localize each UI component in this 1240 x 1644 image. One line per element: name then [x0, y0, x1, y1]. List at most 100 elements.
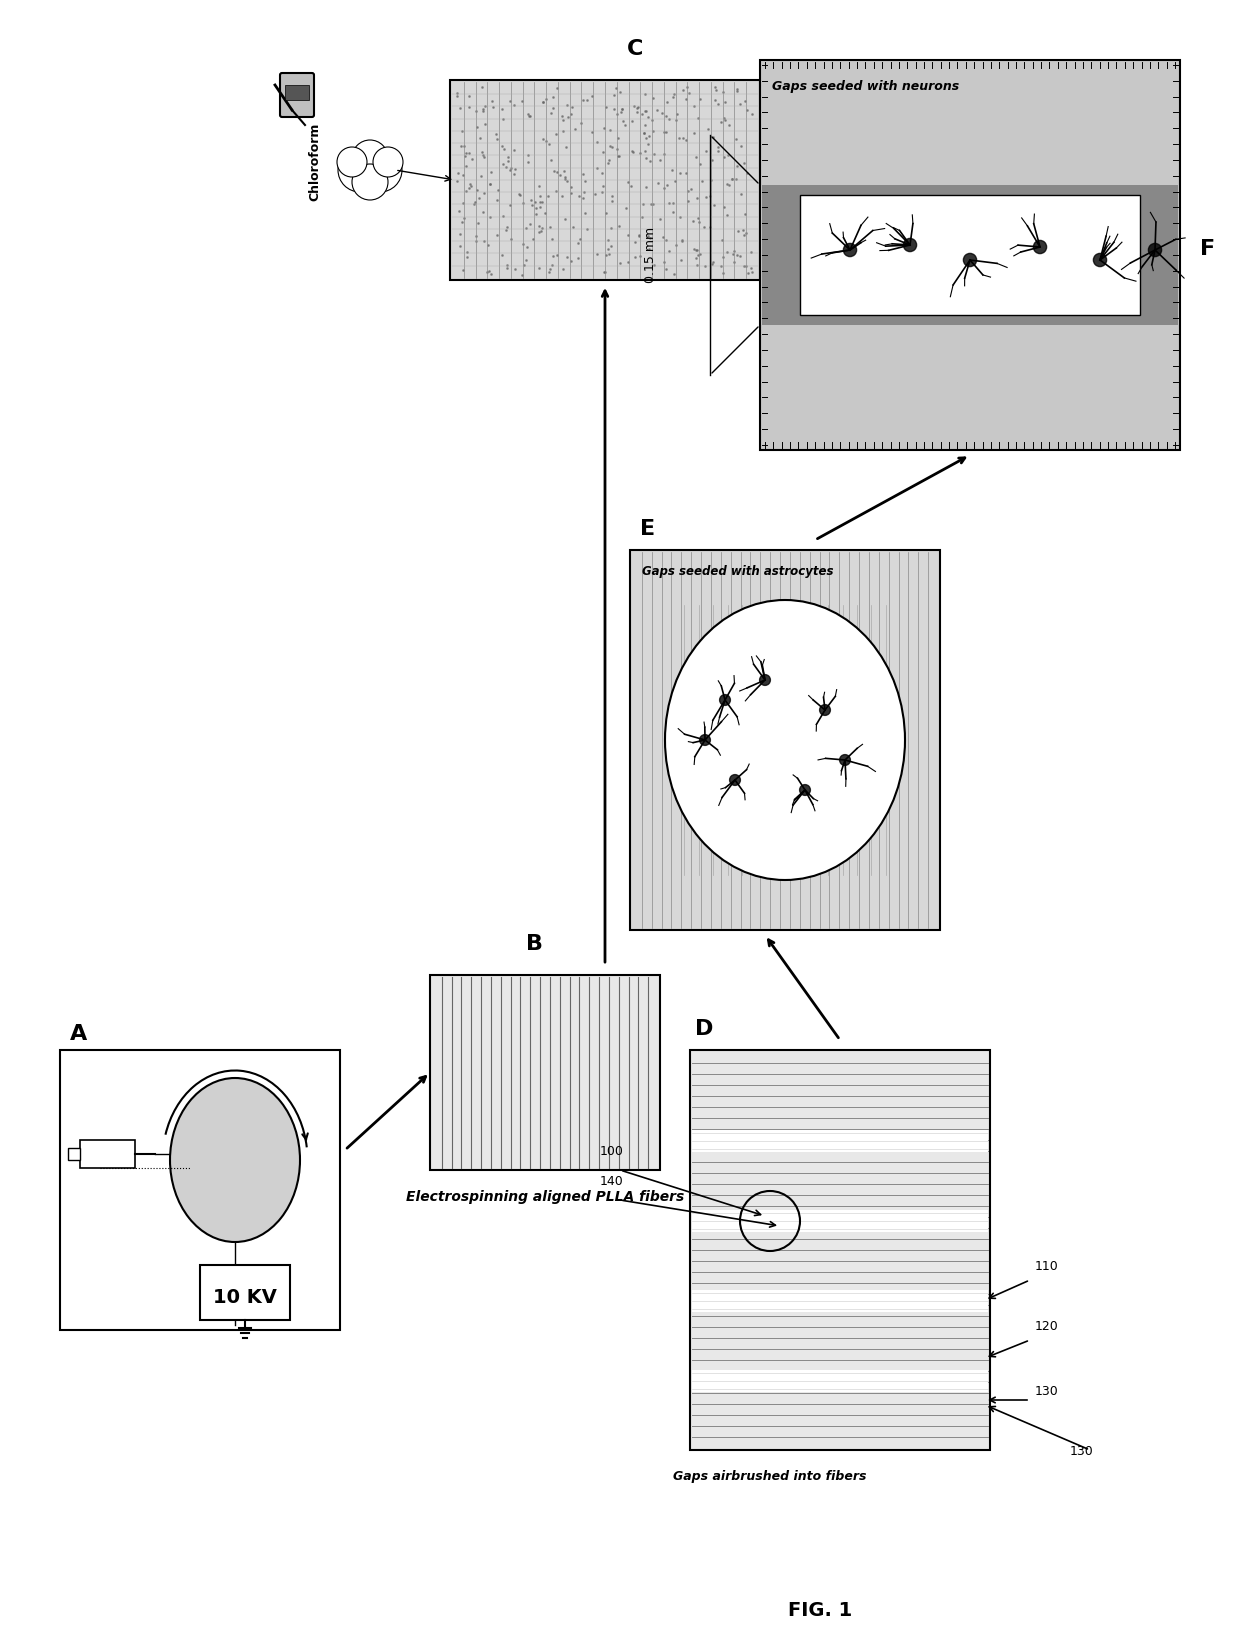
Point — [737, 253, 756, 279]
Circle shape — [337, 146, 367, 178]
Point — [733, 217, 753, 243]
Point — [635, 81, 655, 107]
Point — [520, 102, 539, 128]
Point — [629, 224, 649, 250]
Point — [599, 240, 619, 266]
Point — [688, 242, 708, 268]
Point — [453, 161, 472, 187]
Point — [574, 199, 594, 225]
Bar — [800, 196, 1140, 316]
Point — [458, 243, 477, 270]
Point — [513, 252, 533, 278]
Point — [662, 156, 682, 182]
Point — [649, 169, 668, 196]
Point — [619, 169, 639, 196]
Point — [657, 173, 677, 199]
Point — [627, 95, 647, 122]
Point — [732, 133, 751, 159]
Point — [525, 189, 544, 215]
Point — [727, 153, 746, 179]
Point — [459, 82, 479, 109]
Point — [453, 209, 472, 235]
Point — [610, 250, 630, 276]
Point — [560, 181, 580, 207]
Point — [640, 148, 660, 174]
Text: 140: 140 — [600, 1175, 624, 1189]
Point — [459, 140, 479, 166]
Circle shape — [339, 148, 382, 192]
Point — [629, 222, 649, 248]
Text: C: C — [626, 39, 644, 59]
Point — [556, 206, 575, 232]
Point — [532, 215, 552, 242]
Point — [713, 260, 733, 286]
Point — [730, 243, 750, 270]
Point — [644, 117, 663, 143]
Bar — [81, 1139, 135, 1167]
Circle shape — [352, 164, 388, 201]
Point — [455, 204, 475, 230]
Point — [517, 148, 537, 174]
Point — [696, 138, 715, 164]
Point — [501, 155, 521, 181]
Point — [734, 150, 754, 176]
Point — [636, 145, 656, 171]
Point — [471, 163, 491, 189]
Point — [486, 122, 506, 148]
Circle shape — [729, 774, 740, 786]
Point — [601, 187, 621, 214]
Point — [606, 100, 626, 127]
Point — [594, 115, 614, 141]
Point — [470, 125, 490, 151]
Point — [604, 82, 624, 109]
Point — [520, 210, 539, 237]
Point — [724, 242, 744, 268]
Circle shape — [904, 238, 916, 252]
Point — [683, 237, 703, 263]
Point — [727, 76, 746, 102]
Point — [532, 189, 552, 215]
Point — [737, 97, 756, 123]
Point — [481, 261, 501, 288]
Point — [688, 105, 708, 132]
Point — [636, 125, 656, 151]
Point — [640, 225, 660, 252]
Point — [501, 225, 521, 252]
Point — [596, 94, 616, 120]
Point — [723, 166, 743, 192]
Point — [466, 224, 486, 250]
Point — [536, 199, 556, 225]
Point — [727, 166, 746, 192]
Point — [632, 191, 652, 217]
Point — [475, 112, 495, 138]
Point — [636, 174, 656, 201]
Point — [699, 214, 719, 240]
Point — [706, 87, 725, 113]
Point — [663, 189, 683, 215]
Point — [492, 242, 512, 268]
Bar — [692, 1369, 988, 1392]
Point — [541, 100, 560, 127]
Point — [713, 243, 733, 270]
Point — [639, 132, 658, 158]
Point — [673, 125, 693, 151]
Point — [542, 146, 562, 173]
Point — [734, 253, 754, 279]
Bar — [763, 186, 1178, 326]
Point — [558, 92, 578, 118]
Point — [475, 229, 495, 255]
Bar — [450, 81, 760, 279]
Point — [569, 182, 589, 209]
Point — [630, 140, 650, 166]
Point — [708, 138, 728, 164]
Point — [599, 148, 619, 174]
Point — [562, 100, 582, 127]
Point — [673, 77, 693, 104]
Point — [596, 199, 616, 225]
Text: B: B — [527, 934, 543, 954]
Point — [740, 238, 760, 265]
Point — [742, 260, 761, 286]
Point — [665, 168, 684, 194]
Point — [712, 253, 732, 279]
Point — [503, 92, 523, 118]
